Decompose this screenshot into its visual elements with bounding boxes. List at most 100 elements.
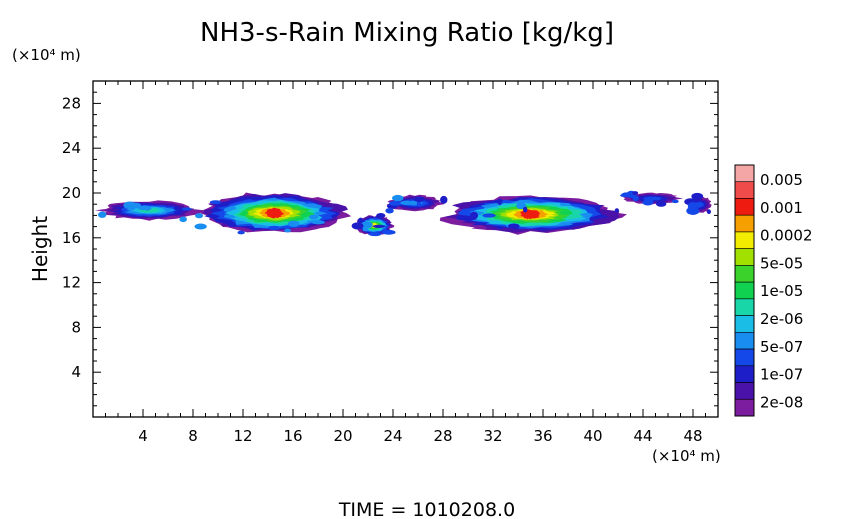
x-unit-label: (×10⁴ m) <box>652 447 721 465</box>
colorbar-swatch <box>734 298 755 316</box>
speckle <box>351 222 364 230</box>
x-tick-label: 36 <box>533 427 552 445</box>
legend: 0.005 0.001 0.0002 5e-05 1e-05 2e-06 5e-07 1e-0… <box>734 164 813 417</box>
colorbar-swatch <box>734 281 755 300</box>
speckle <box>469 211 479 220</box>
region-cell-48 <box>684 192 712 215</box>
x-tick-label: 44 <box>633 427 652 445</box>
speckle <box>632 191 639 195</box>
region-layer-west <box>194 192 352 235</box>
y-tick-label: 8 <box>71 318 81 336</box>
speckle <box>362 228 369 232</box>
y-tick-label: 28 <box>62 94 81 112</box>
speckle <box>508 223 520 229</box>
y-tick-label: 12 <box>62 274 81 292</box>
y-tick-label: 16 <box>62 229 81 247</box>
speckle <box>181 207 192 211</box>
speckle <box>138 206 152 211</box>
x-tick-label: 48 <box>683 427 702 445</box>
speckle <box>642 199 654 206</box>
speckle <box>440 195 448 204</box>
colorbar-swatch <box>734 248 755 266</box>
colorbar-label: 0.001 <box>760 199 803 217</box>
x-tick-label: 32 <box>483 427 502 445</box>
colorbar-label: 0.005 <box>760 171 803 189</box>
plot-frame <box>92 80 719 418</box>
speckle <box>368 231 382 237</box>
chart-title: NH3-s-Rain Mixing Ratio [kg/kg] <box>200 18 614 48</box>
y-tick-label: 20 <box>62 184 81 202</box>
speckle <box>123 201 137 209</box>
speckle <box>413 196 425 202</box>
speckle <box>706 209 711 215</box>
region-layer-west-tail <box>95 200 205 223</box>
colorbar-label: 1e-05 <box>760 282 803 300</box>
x-tick-label: 4 <box>138 427 148 445</box>
speckle <box>237 230 245 235</box>
speckle <box>267 225 281 231</box>
x-tick-label: 40 <box>583 427 602 445</box>
colorbar-swatch <box>734 398 755 417</box>
speckle <box>209 200 222 204</box>
axes <box>92 80 719 418</box>
colorbar-label: 0.0002 <box>760 227 813 245</box>
speckle <box>497 198 502 206</box>
colorbar-swatch <box>734 382 755 400</box>
speckle <box>389 200 403 206</box>
colorbar-frame <box>734 164 755 417</box>
speckle <box>392 194 404 202</box>
colorbar-label: 2e-06 <box>760 310 803 328</box>
speckle <box>385 208 394 214</box>
x-tick-label: 12 <box>233 427 252 445</box>
x-tick-label: 16 <box>283 427 302 445</box>
speckle <box>284 228 291 233</box>
y-axis-label: Height <box>28 216 52 282</box>
speckle <box>360 221 373 229</box>
speckle <box>372 224 386 229</box>
y-unit-label: (×10⁴ m) <box>12 46 81 64</box>
y-tick-label: 24 <box>62 139 81 157</box>
colorbar-swatch <box>734 181 755 199</box>
speckle <box>655 201 667 207</box>
colorbar-swatch <box>734 231 755 249</box>
colorbar-swatch <box>734 164 755 183</box>
colorbar-label: 1e-07 <box>760 366 803 384</box>
colorbar-swatch <box>734 365 755 383</box>
speckle <box>416 200 422 207</box>
speckle <box>671 199 679 204</box>
speckle <box>179 216 187 223</box>
region-cell-44 <box>620 190 684 207</box>
speckle <box>381 229 396 235</box>
colorbar-swatch <box>734 332 755 350</box>
speckle <box>482 213 496 218</box>
x-tick-label: 8 <box>188 427 198 445</box>
speckle <box>287 220 300 227</box>
y-tick-label: 4 <box>71 363 81 381</box>
speckle <box>687 202 699 210</box>
colorbar-label: 2e-08 <box>760 393 803 411</box>
speckle <box>194 223 207 230</box>
speckle <box>516 202 527 210</box>
speckle <box>311 220 325 225</box>
speckle <box>614 208 620 213</box>
contour-level-11 <box>642 196 663 201</box>
x-tick-label: 20 <box>333 427 352 445</box>
speckle <box>691 192 704 200</box>
contour-level-2 <box>264 207 284 219</box>
speckle <box>620 193 631 198</box>
speckle <box>522 206 528 213</box>
colorbar-swatch <box>734 348 755 367</box>
speckle <box>376 213 386 219</box>
region-layer-east <box>439 195 627 235</box>
region-layer-mid-tail <box>385 194 445 214</box>
colorbar-label: 5e-07 <box>760 338 803 356</box>
x-tick-label: 24 <box>383 427 402 445</box>
footer-time: TIME = 1010208.0 <box>338 499 515 519</box>
colorbar-swatch <box>734 265 755 283</box>
colorbar-swatch <box>734 198 755 216</box>
colorbar-label: 5e-05 <box>760 254 803 272</box>
speckle <box>98 211 107 218</box>
data-field <box>95 190 712 237</box>
